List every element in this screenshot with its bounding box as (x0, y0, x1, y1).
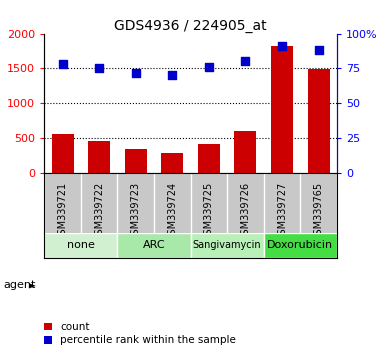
Bar (234, 131, 256, 173)
Text: Doxorubicin: Doxorubicin (267, 240, 333, 251)
Text: ARC: ARC (143, 240, 165, 251)
Polygon shape (29, 283, 36, 289)
Bar (125, 149, 147, 173)
Point (132, 70, 139, 75)
Point (206, 64, 212, 70)
Point (243, 59, 249, 64)
Text: GSM339724: GSM339724 (167, 182, 177, 241)
Text: GSM339726: GSM339726 (241, 182, 250, 241)
Point (316, 47, 322, 53)
Bar (88, 141, 110, 173)
Text: GSM339725: GSM339725 (204, 182, 214, 241)
Bar (117, 233, 191, 258)
Bar (308, 69, 330, 173)
Text: GSM339765: GSM339765 (314, 182, 323, 241)
Bar (271, 46, 293, 173)
Point (96, 65, 102, 71)
Text: Sangivamycin: Sangivamycin (193, 240, 261, 251)
Text: agent: agent (4, 280, 36, 290)
Text: GSM339721: GSM339721 (58, 182, 67, 241)
Bar (44, 233, 117, 258)
Bar (161, 153, 183, 173)
Text: GSM339722: GSM339722 (94, 182, 104, 241)
Legend: count, percentile rank within the sample: count, percentile rank within the sample (44, 322, 236, 345)
Title: GDS4936 / 224905_at: GDS4936 / 224905_at (114, 19, 267, 33)
Point (279, 43, 285, 49)
Point (169, 73, 176, 78)
Point (59, 62, 65, 67)
Text: none: none (67, 240, 95, 251)
Bar (264, 233, 337, 258)
Bar (52, 134, 74, 173)
Text: GSM339727: GSM339727 (277, 182, 287, 241)
Bar (191, 233, 264, 258)
Text: GSM339723: GSM339723 (131, 182, 141, 241)
Bar (198, 144, 220, 173)
